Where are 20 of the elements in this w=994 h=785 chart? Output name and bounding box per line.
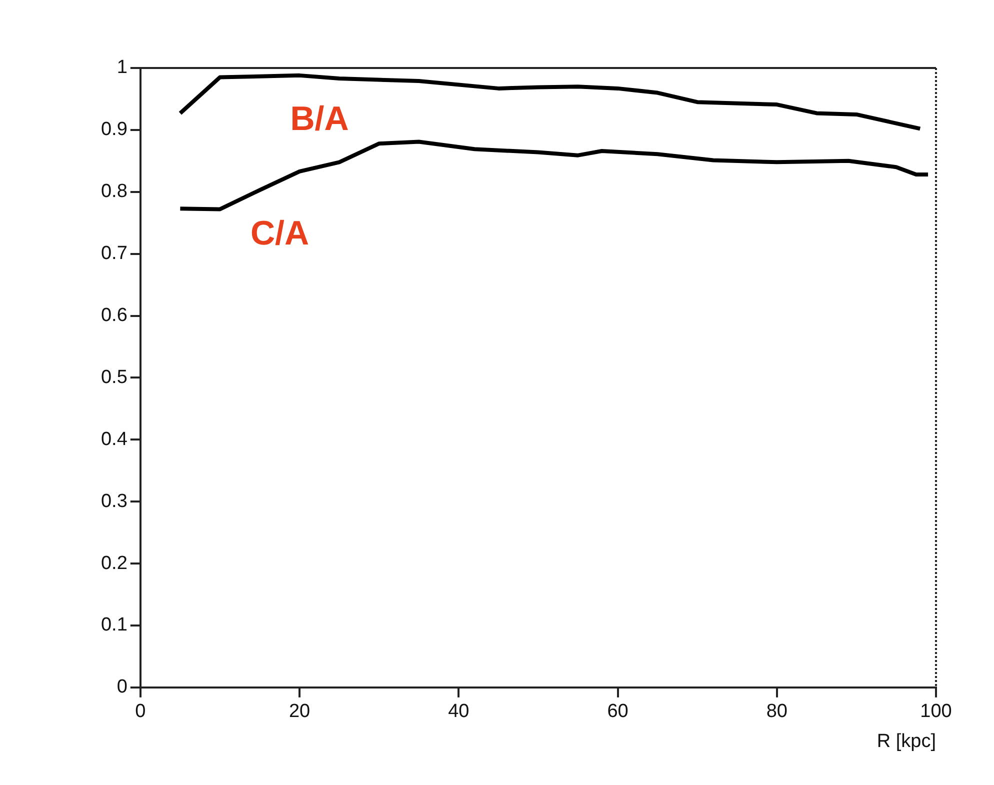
y-tick-label: 1: [116, 57, 128, 78]
y-tick-label: 0.3: [100, 490, 128, 512]
y-tick-label: 0.8: [100, 181, 128, 202]
y-tick-label: 0.2: [100, 552, 128, 574]
y-tick-label: 0.1: [100, 614, 128, 636]
series-label: C/A: [250, 214, 310, 252]
y-tick-label: 0.9: [100, 119, 128, 140]
x-tick-label: 20: [288, 701, 310, 722]
y-tick-label: 0: [116, 676, 128, 698]
y-tick-label: 0.5: [100, 366, 128, 388]
series-label: B/A: [290, 100, 349, 138]
x-tick-label: 0: [135, 701, 146, 722]
x-tick-label: 80: [766, 701, 788, 722]
y-tick-label: 0.7: [100, 243, 128, 264]
x-axis-title: R [kpc]: [876, 730, 936, 752]
y-tick-label: 0.4: [100, 428, 128, 450]
y-tick-label: 0.6: [100, 304, 128, 326]
x-tick-label: 100: [920, 701, 952, 722]
x-tick-label: 40: [448, 701, 470, 722]
x-tick-label: 60: [607, 701, 628, 722]
